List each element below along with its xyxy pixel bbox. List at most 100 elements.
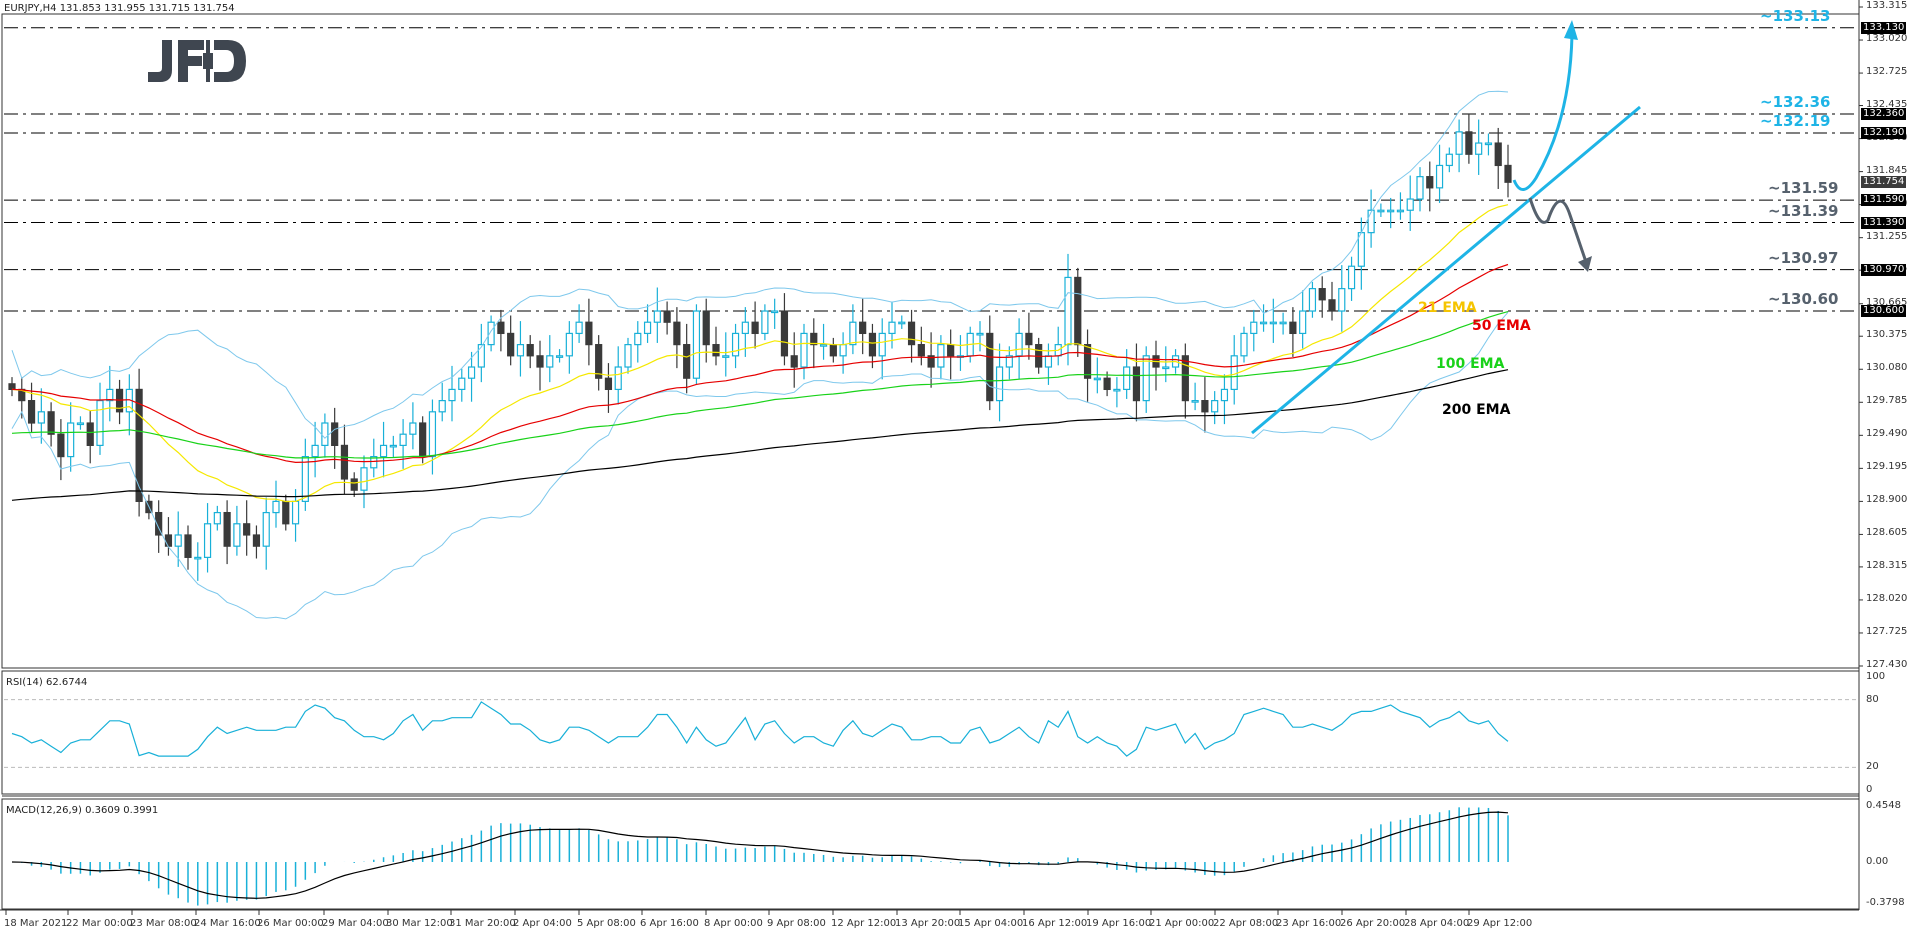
rsi-panel-frame — [1, 670, 1860, 795]
candle-body — [731, 332, 740, 357]
candle-body — [203, 523, 212, 558]
candle-body — [135, 388, 143, 502]
candle-body — [810, 332, 818, 346]
price-tick-label: 130.080 — [1866, 362, 1908, 374]
level-price-tag: 133.130 — [1861, 21, 1907, 34]
candle-body — [859, 321, 867, 335]
bollinger-lower-band — [11, 311, 1509, 620]
candle-body — [1357, 232, 1365, 267]
candle-body — [155, 511, 163, 536]
candle-body — [507, 332, 515, 357]
candle-body — [995, 366, 1004, 402]
time-axis-label: 29 Mar 04:00 — [322, 918, 389, 929]
candle-body — [751, 321, 759, 335]
candle-body — [1211, 400, 1219, 413]
candle-body — [272, 500, 280, 514]
macd-axis-label: 0.00 — [1866, 856, 1889, 867]
macd-axis-label: 0.4548 — [1866, 800, 1901, 811]
candle-body — [291, 500, 300, 525]
candle-body — [722, 355, 730, 358]
candle-body — [643, 321, 652, 335]
candle-body — [282, 500, 290, 525]
price-tick-label: 128.900 — [1866, 494, 1908, 506]
candle-body — [428, 411, 437, 458]
candle-body — [1103, 377, 1111, 391]
candle-body — [624, 344, 632, 368]
candle-body — [487, 321, 495, 346]
current-price-tag: 131.754 — [1861, 175, 1907, 188]
candle-body — [761, 310, 769, 335]
candle-body — [1142, 355, 1150, 402]
candle-body — [829, 344, 837, 357]
candle-body — [86, 422, 94, 447]
candle-body — [546, 355, 554, 368]
candle-body — [653, 310, 661, 323]
candle-body — [976, 332, 984, 336]
candle-body — [595, 344, 603, 379]
candle-body — [106, 388, 114, 402]
level-label: ~132.19 — [1760, 111, 1831, 130]
candle-body — [819, 344, 828, 347]
candle-body — [477, 344, 485, 368]
symbol-header: EURJPY,H4 131.853 131.955 131.715 131.75… — [4, 3, 235, 14]
candle-body — [1240, 332, 1248, 357]
ema-50-line — [11, 263, 1509, 464]
bullish-scenario-arrow — [1512, 34, 1574, 191]
time-axis-label: 26 Apr 20:00 — [1340, 918, 1406, 929]
candle-body — [370, 455, 378, 469]
price-tick-label: 130.375 — [1866, 329, 1908, 341]
candle-body — [96, 400, 104, 447]
candle-body — [1132, 366, 1141, 402]
candle-body — [536, 355, 544, 368]
candle-body — [565, 332, 573, 357]
candle-body — [1318, 288, 1326, 301]
level-label: ~132.36 — [1760, 92, 1831, 111]
price-tick-label: 129.785 — [1866, 395, 1908, 407]
candle-body — [585, 321, 593, 346]
rsi-axis-label: 80 — [1866, 693, 1879, 705]
candle-body — [194, 556, 202, 560]
candle-body — [448, 388, 456, 402]
time-axis-label: 23 Apr 16:00 — [1276, 918, 1342, 929]
candle-body — [1074, 276, 1082, 346]
macd-label: MACD(12,26,9) 0.3609 0.3991 — [6, 805, 159, 816]
time-axis-label: 19 Apr 16:00 — [1086, 918, 1152, 929]
candle-body — [1201, 400, 1209, 413]
candle-body — [331, 422, 339, 447]
level-label: ~131.59 — [1768, 179, 1839, 198]
candle-body — [516, 344, 525, 357]
ema-200-line — [11, 369, 1509, 501]
candle-body — [1044, 355, 1053, 368]
candle-body — [1064, 276, 1072, 346]
level-price-tag: 132.360 — [1861, 107, 1907, 120]
time-axis-label: 29 Apr 12:00 — [1467, 918, 1533, 929]
candle-body — [1269, 321, 1277, 325]
bearish-scenario-arrow — [1528, 197, 1588, 263]
candle-body — [1377, 209, 1385, 213]
time-axis-label: 22 Mar 00:00 — [66, 918, 133, 929]
candle-body — [1220, 388, 1229, 402]
candle-body — [1445, 153, 1453, 167]
candle-body — [262, 511, 270, 547]
time-axis-label: 13 Apr 20:00 — [895, 918, 961, 929]
arrow-head-icon — [1578, 256, 1592, 272]
price-tick-label: 129.490 — [1866, 428, 1908, 440]
candle-body — [76, 422, 85, 426]
time-axis-label: 24 Mar 16:00 — [194, 918, 261, 929]
rsi-label: RSI(14) 62.6744 — [6, 677, 88, 688]
candle-body — [614, 366, 622, 391]
candle-body — [790, 355, 798, 368]
candle-body — [438, 400, 446, 413]
candle-body — [1279, 321, 1287, 325]
candle-body — [1435, 164, 1444, 189]
time-axis-label: 21 Apr 00:00 — [1149, 918, 1215, 929]
candle-body — [1455, 131, 1463, 155]
candle-body — [8, 383, 16, 391]
candle-body — [174, 534, 182, 547]
price-tick-label: 128.315 — [1866, 559, 1908, 571]
candle-body — [898, 321, 906, 325]
candle-body — [1005, 355, 1013, 368]
price-tick-label: 133.020 — [1866, 33, 1908, 45]
candle-body — [47, 411, 55, 435]
